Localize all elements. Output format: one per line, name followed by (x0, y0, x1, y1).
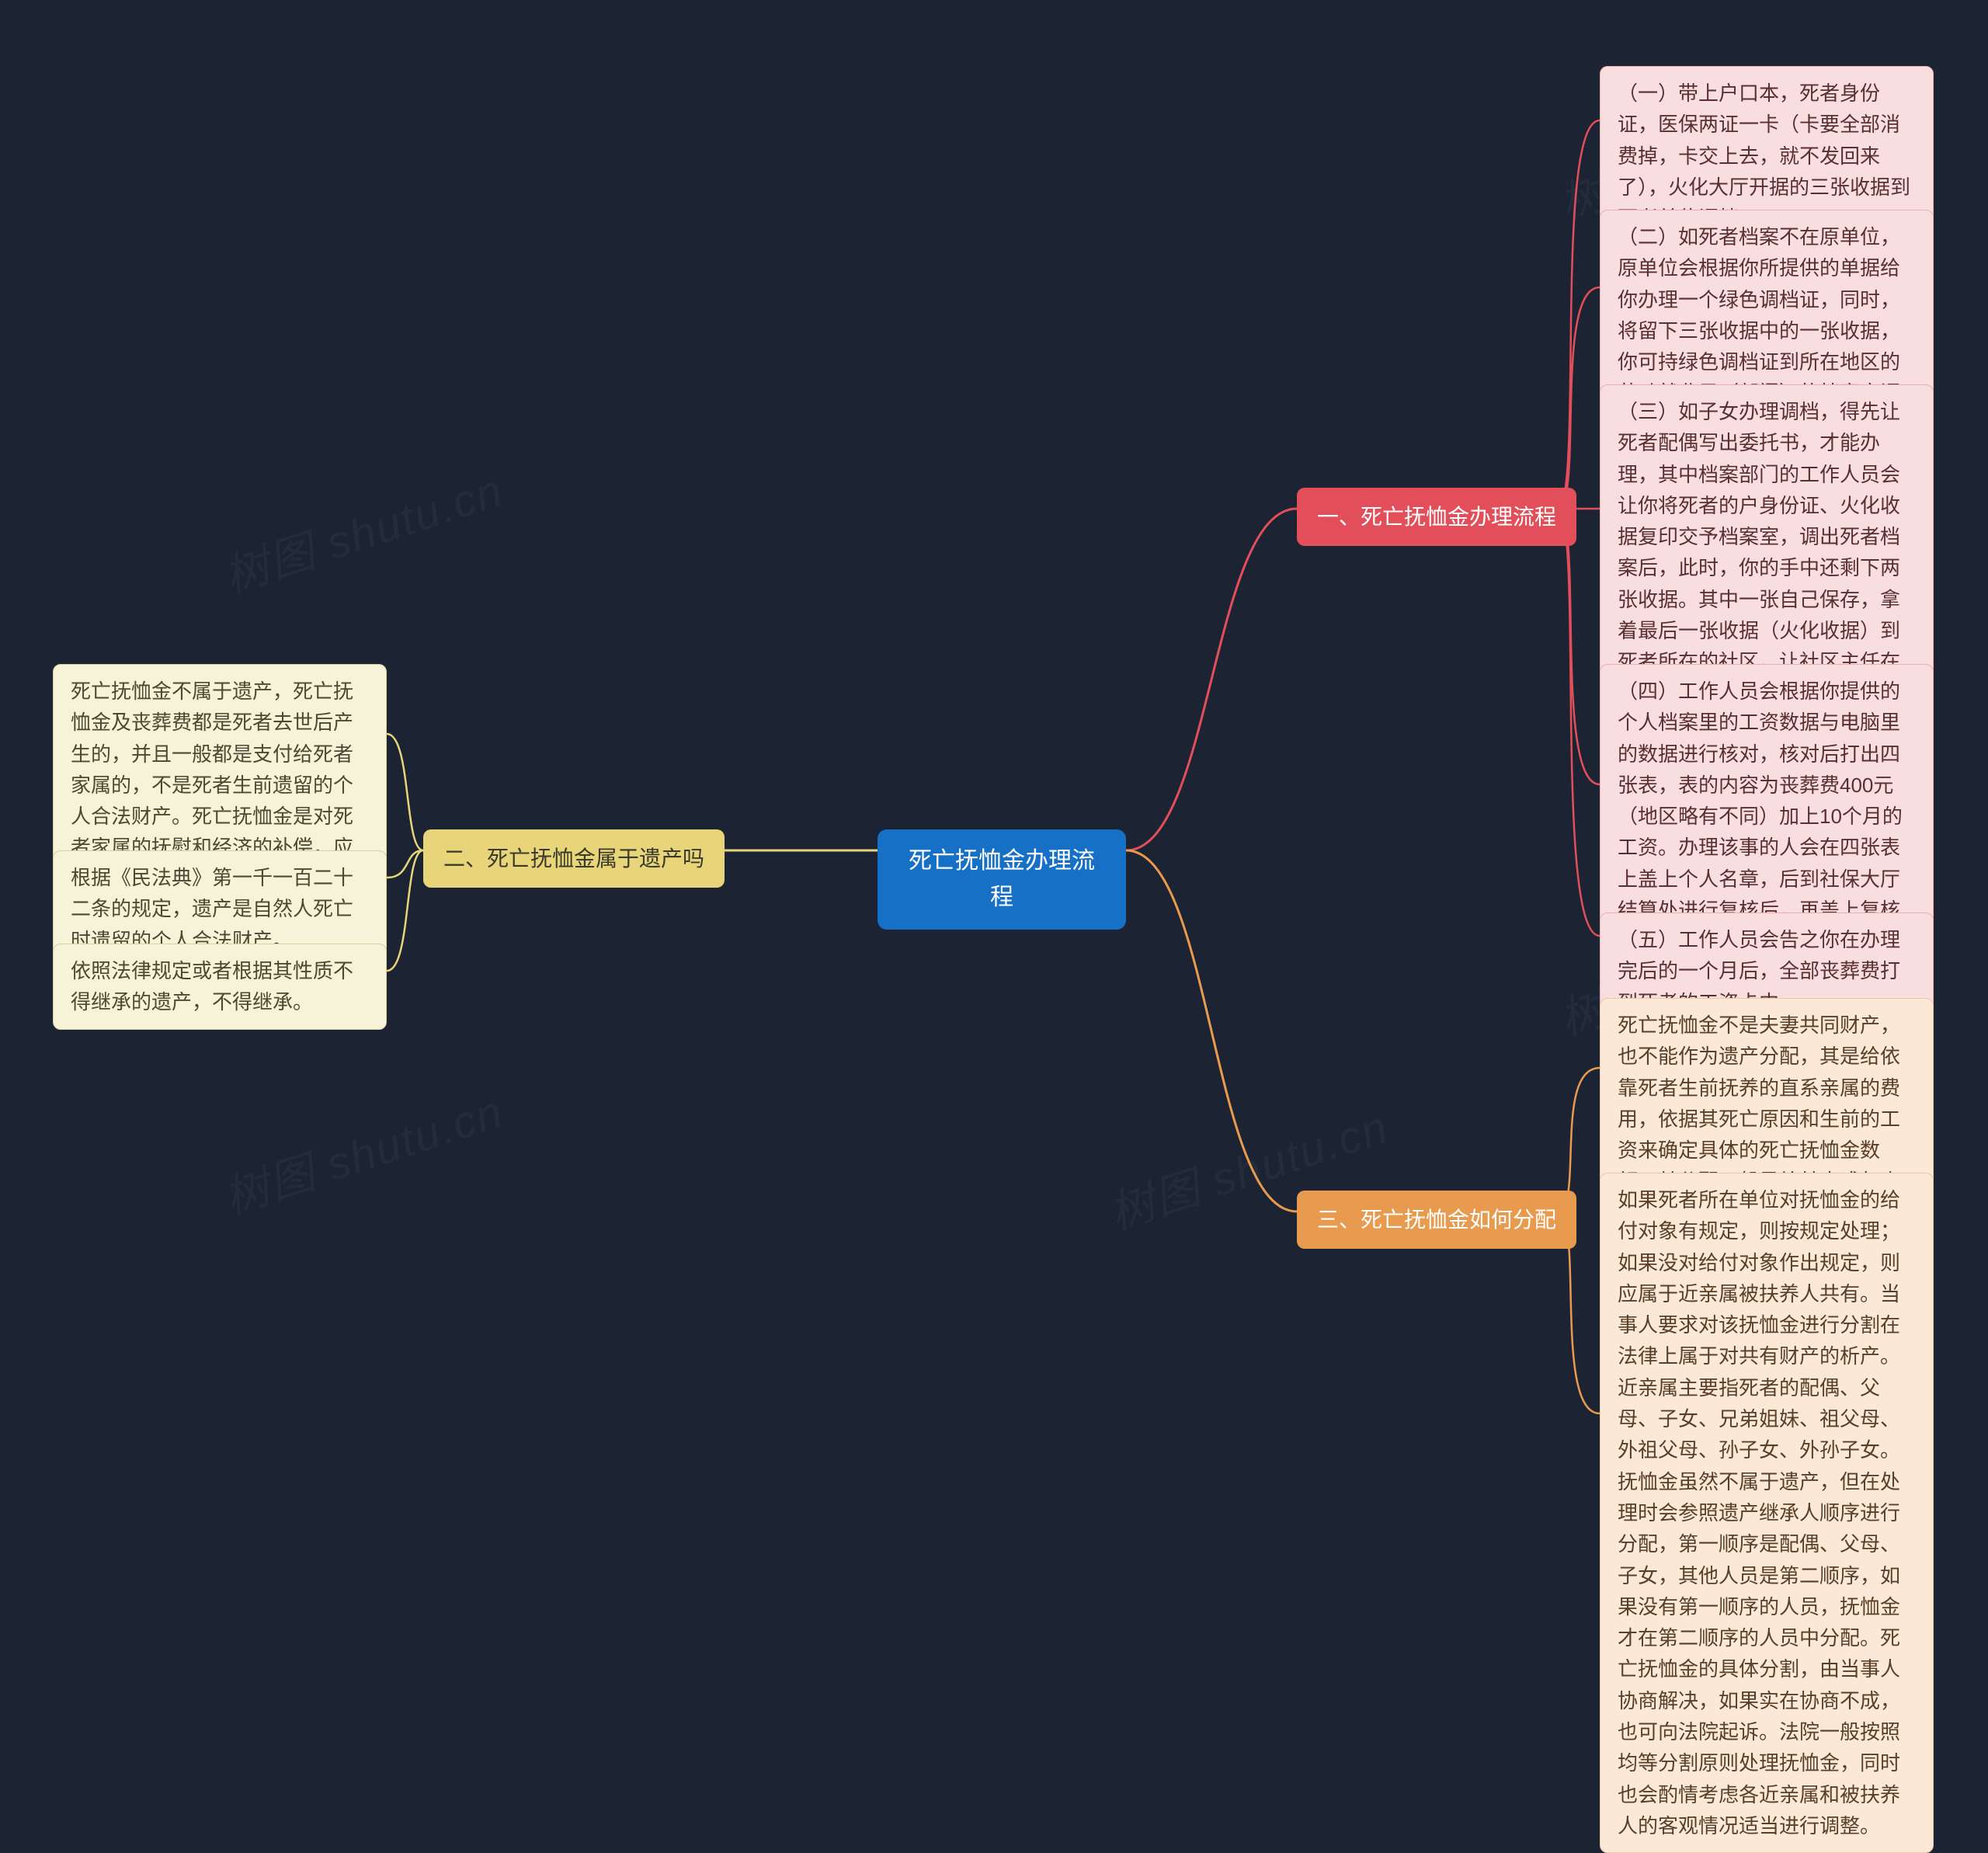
root-node[interactable]: 死亡抚恤金办理流程 (878, 829, 1126, 930)
leaf-inheritance-3: 依照法律规定或者根据其性质不得继承的遗产，不得继承。 (53, 944, 387, 1030)
branch-node-process[interactable]: 一、死亡抚恤金办理流程 (1297, 488, 1576, 546)
watermark: 树图 shutu.cn (214, 454, 510, 605)
leaf-distribution-2: 如果死者所在单位对抚恤金的给付对象有规定，则按规定处理；如果没对给付对象作出规定… (1600, 1173, 1934, 1853)
watermark: 树图 shutu.cn (214, 1075, 510, 1226)
branch-node-inheritance[interactable]: 二、死亡抚恤金属于遗产吗 (423, 829, 725, 888)
branch-node-distribution[interactable]: 三、死亡抚恤金如何分配 (1297, 1191, 1576, 1249)
